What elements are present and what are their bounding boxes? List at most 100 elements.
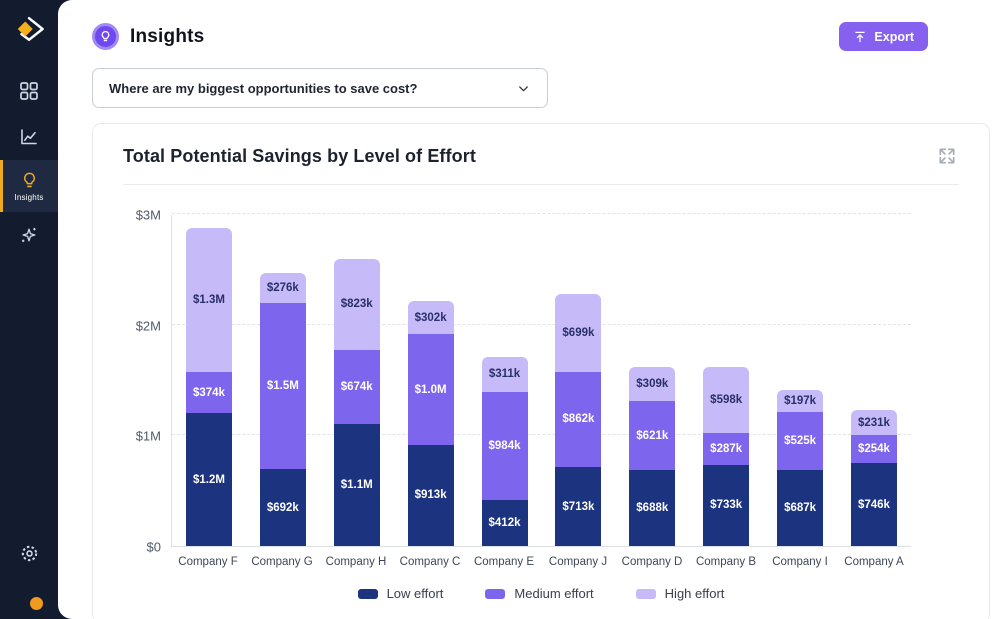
segment-value-label: $621k	[636, 429, 669, 442]
segment-high-effort[interactable]: $1.3M	[185, 227, 232, 372]
x-tick-label: Company I	[772, 556, 828, 568]
segment-value-label: $197k	[784, 394, 817, 407]
x-tick-label: Company A	[844, 556, 904, 568]
segment-high-effort[interactable]: $276k	[259, 272, 306, 304]
segment-high-effort[interactable]: $302k	[407, 300, 454, 335]
sidebar-item-ai[interactable]	[0, 212, 58, 258]
segment-value-label: $688k	[636, 501, 669, 514]
segment-medium-effort[interactable]: $525k	[777, 411, 824, 470]
segment-value-label: $746k	[857, 498, 890, 511]
chart-card: Total Potential Savings by Level of Effo…	[92, 123, 990, 619]
segment-high-effort[interactable]: $197k	[777, 390, 824, 412]
sidebar-item-dashboard[interactable]	[0, 68, 58, 114]
segment-high-effort[interactable]: $598k	[703, 366, 750, 434]
segment-high-effort[interactable]: $309k	[629, 366, 676, 402]
segment-low-effort[interactable]: $412k	[481, 500, 528, 546]
sidebar-bottom	[0, 544, 58, 619]
expand-chart-button[interactable]	[935, 144, 959, 168]
segment-value-label: $1.2M	[192, 473, 225, 486]
segment-low-effort[interactable]: $1.1M	[333, 424, 380, 546]
segment-value-label: $1.3M	[192, 293, 225, 306]
sidebar-item-analytics[interactable]	[0, 114, 58, 160]
segment-medium-effort[interactable]: $621k	[629, 401, 676, 470]
segment-high-effort[interactable]: $823k	[333, 258, 380, 350]
segment-low-effort[interactable]: $913k	[407, 444, 454, 546]
segment-value-label: $1.5M	[266, 380, 299, 393]
segment-value-label: $276k	[266, 282, 299, 295]
segment-low-effort[interactable]: $713k	[555, 467, 602, 546]
legend-label: Low effort	[386, 586, 444, 601]
segment-medium-effort[interactable]: $674k	[333, 349, 380, 425]
bar-company-d: $309k $621k $688k	[629, 366, 676, 546]
export-button-label: Export	[874, 29, 914, 44]
settings-button[interactable]	[20, 544, 39, 563]
legend-item-medium-effort[interactable]: Medium effort	[485, 586, 594, 601]
segment-medium-effort[interactable]: $1.0M	[407, 334, 454, 445]
segment-low-effort[interactable]: $733k	[703, 464, 750, 546]
sidebar-item-insights[interactable]: Insights	[0, 160, 58, 212]
segment-low-effort[interactable]: $692k	[259, 469, 306, 546]
bar-company-c: $302k $1.0M $913k	[407, 300, 454, 546]
x-tick-label: Company J	[548, 556, 608, 568]
chart-title: Total Potential Savings by Level of Effo…	[123, 145, 476, 166]
bar-company-i: $197k $525k $687k	[777, 390, 824, 546]
segment-medium-effort[interactable]: $254k	[850, 435, 897, 464]
legend-swatch	[635, 588, 656, 599]
status-dot[interactable]	[29, 597, 43, 610]
segment-medium-effort[interactable]: $287k	[703, 433, 750, 465]
insights-badge-icon	[92, 23, 119, 50]
x-axis: Company F Company G Company H Company C Comp…	[171, 556, 911, 568]
gridline	[172, 323, 911, 325]
company-logo-icon[interactable]	[14, 16, 44, 42]
segment-value-label: $254k	[857, 443, 890, 456]
line-chart-icon	[19, 127, 39, 147]
segment-medium-effort[interactable]: $374k	[185, 371, 232, 414]
grid-icon	[19, 81, 39, 101]
expand-icon	[937, 146, 957, 166]
segment-medium-effort[interactable]: $862k	[555, 371, 602, 468]
legend-item-high-effort[interactable]: High effort	[635, 586, 725, 601]
legend-swatch	[485, 588, 506, 599]
gridline	[172, 213, 911, 214]
divider	[123, 184, 959, 185]
segment-value-label: $1.1M	[340, 479, 373, 492]
segment-value-label: $692k	[266, 501, 299, 514]
segment-high-effort[interactable]: $311k	[481, 357, 528, 392]
sparkles-icon	[19, 225, 39, 245]
bar-company-e: $311k $984k $412k	[481, 357, 528, 546]
legend-label: High effort	[664, 586, 725, 601]
legend-label: Medium effort	[514, 586, 594, 601]
gridline	[172, 434, 911, 436]
question-dropdown-value: Where are my biggest opportunities to sa…	[109, 80, 418, 96]
question-dropdown[interactable]: Where are my biggest opportunities to sa…	[92, 68, 548, 108]
sidebar: Insights	[0, 0, 58, 619]
segment-value-label: $862k	[562, 413, 595, 426]
y-tick-label: $1M	[135, 428, 161, 444]
segment-medium-effort[interactable]: $1.5M	[259, 303, 306, 470]
chevron-down-icon	[516, 81, 531, 96]
export-button[interactable]: Export	[839, 22, 928, 51]
main-content: Insights Export Where are my biggest opp…	[58, 0, 1002, 619]
segment-value-label: $674k	[340, 380, 373, 393]
segment-low-effort[interactable]: $687k	[777, 469, 824, 546]
legend-item-low-effort[interactable]: Low effort	[357, 586, 444, 601]
segment-low-effort[interactable]: $688k	[629, 469, 676, 546]
y-tick-label: $3M	[135, 207, 161, 223]
segment-value-label: $913k	[414, 489, 447, 502]
legend-swatch	[357, 588, 378, 599]
segment-low-effort[interactable]: $746k	[850, 463, 897, 546]
segment-value-label: $687k	[784, 501, 817, 514]
segment-medium-effort[interactable]: $984k	[481, 391, 528, 501]
x-tick-label: Company E	[473, 556, 535, 568]
gear-icon	[20, 544, 39, 563]
segment-value-label: $823k	[340, 298, 373, 311]
segment-value-label: $374k	[192, 386, 225, 399]
segment-high-effort[interactable]: $231k	[850, 409, 897, 436]
segment-low-effort[interactable]: $1.2M	[185, 413, 232, 546]
bar-company-f: $1.3M $374k $1.2M	[185, 227, 232, 546]
x-tick-label: Company G	[251, 556, 313, 568]
segment-high-effort[interactable]: $699k	[555, 294, 602, 372]
x-tick-label: Company D	[621, 556, 683, 568]
segment-value-label: $733k	[710, 499, 743, 512]
bar-company-j: $699k $862k $713k	[555, 294, 602, 546]
